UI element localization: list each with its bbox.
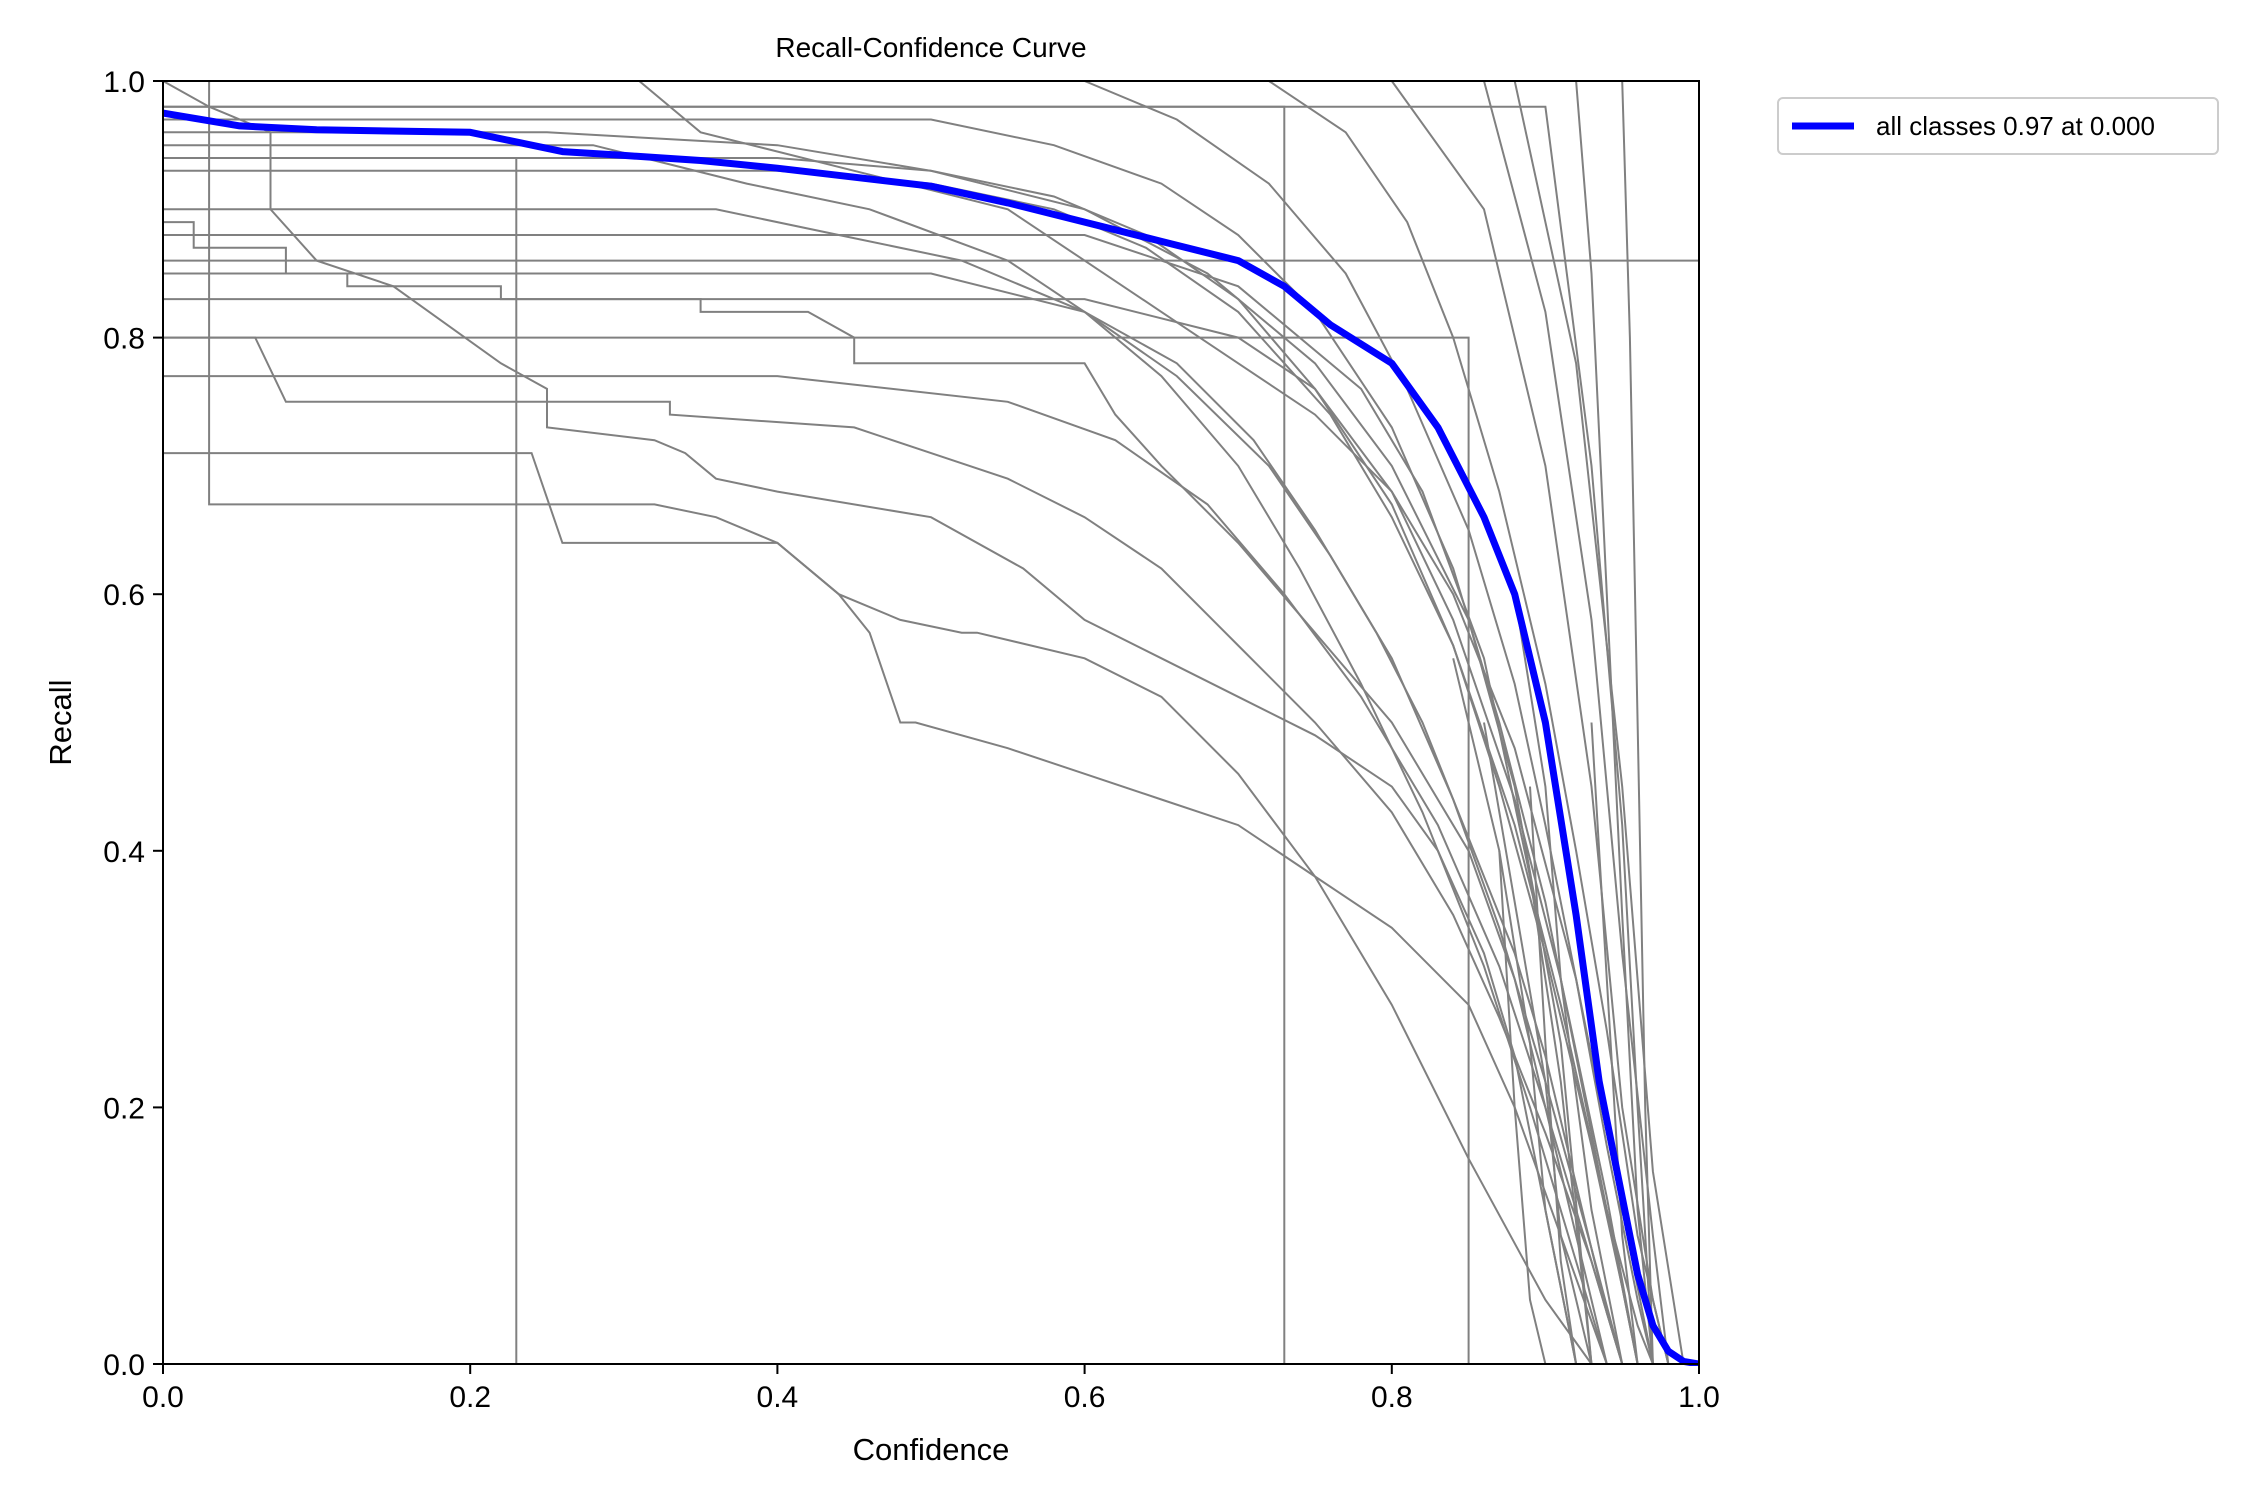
chart-title: Recall-Confidence Curve (775, 32, 1086, 63)
legend: all classes 0.97 at 0.000 (1777, 97, 2219, 155)
all-classes-curve (163, 109, 1699, 1366)
class-curve-26 (1621, 80, 1654, 1365)
class-curve-3 (163, 221, 1608, 1365)
class-curve-8 (163, 144, 1608, 1365)
class-curve-18 (163, 157, 518, 1364)
x-tick-label: 0.4 (757, 1381, 799, 1414)
y-axis-label: Recall (43, 679, 78, 765)
x-tick-label: 0.6 (1064, 1381, 1106, 1414)
class-curve-28 (1483, 722, 1593, 1365)
class-curve-7 (163, 452, 1593, 1365)
x-axis-label: Confidence (853, 1432, 1010, 1467)
class-curve-31 (163, 131, 1593, 1365)
y-tick-label: 0.4 (103, 836, 145, 869)
axes-frame (162, 80, 1700, 1365)
y-tick-label: 0.0 (103, 1349, 145, 1382)
class-curve-17 (163, 272, 1624, 1365)
class-curve-34 (1590, 722, 1639, 1365)
y-tick-label: 0.8 (103, 323, 145, 356)
class-curve-30 (163, 234, 1593, 1365)
legend-label-all-classes: all classes 0.97 at 0.000 (1876, 111, 2155, 141)
class-curve-14 (163, 80, 1670, 1365)
y-tick-label: 0.2 (103, 1092, 145, 1125)
class-curve-24 (163, 105, 1654, 1365)
x-tick-label: 0.0 (142, 1381, 184, 1414)
class-curve-11 (163, 169, 1639, 1365)
class-curve-5 (163, 336, 1624, 1365)
class-curve-16 (163, 375, 1624, 1365)
legend-box (1777, 97, 2219, 155)
all-classes-curve-group (163, 109, 1699, 1366)
class-curve-9 (163, 157, 1639, 1365)
y-axis-ticks: 0.0 0.2 0.4 0.6 0.8 1.0 (103, 66, 163, 1382)
x-axis-ticks: 0.0 0.2 0.4 0.6 0.8 1.0 (142, 1364, 1720, 1414)
class-curve-12 (163, 118, 1654, 1365)
class-curve-6 (163, 80, 1608, 1365)
class-curve-27 (1513, 594, 1624, 1365)
class-curve-19 (163, 105, 1286, 1364)
y-tick-label: 1.0 (103, 66, 145, 99)
class-curve-25 (1575, 80, 1654, 1365)
class-curve-20 (163, 336, 1470, 1364)
class-curve-15 (163, 298, 1639, 1365)
class-curve-33 (1529, 786, 1578, 1365)
x-tick-label: 0.2 (449, 1381, 491, 1414)
class-curve-32 (1498, 850, 1547, 1365)
x-tick-label: 1.0 (1678, 1381, 1720, 1414)
y-tick-label: 0.6 (103, 579, 145, 612)
class-curve-29 (1452, 658, 1578, 1365)
class-curves (163, 80, 1699, 1365)
class-curve-10 (163, 208, 1624, 1365)
x-tick-label: 0.8 (1371, 1381, 1413, 1414)
